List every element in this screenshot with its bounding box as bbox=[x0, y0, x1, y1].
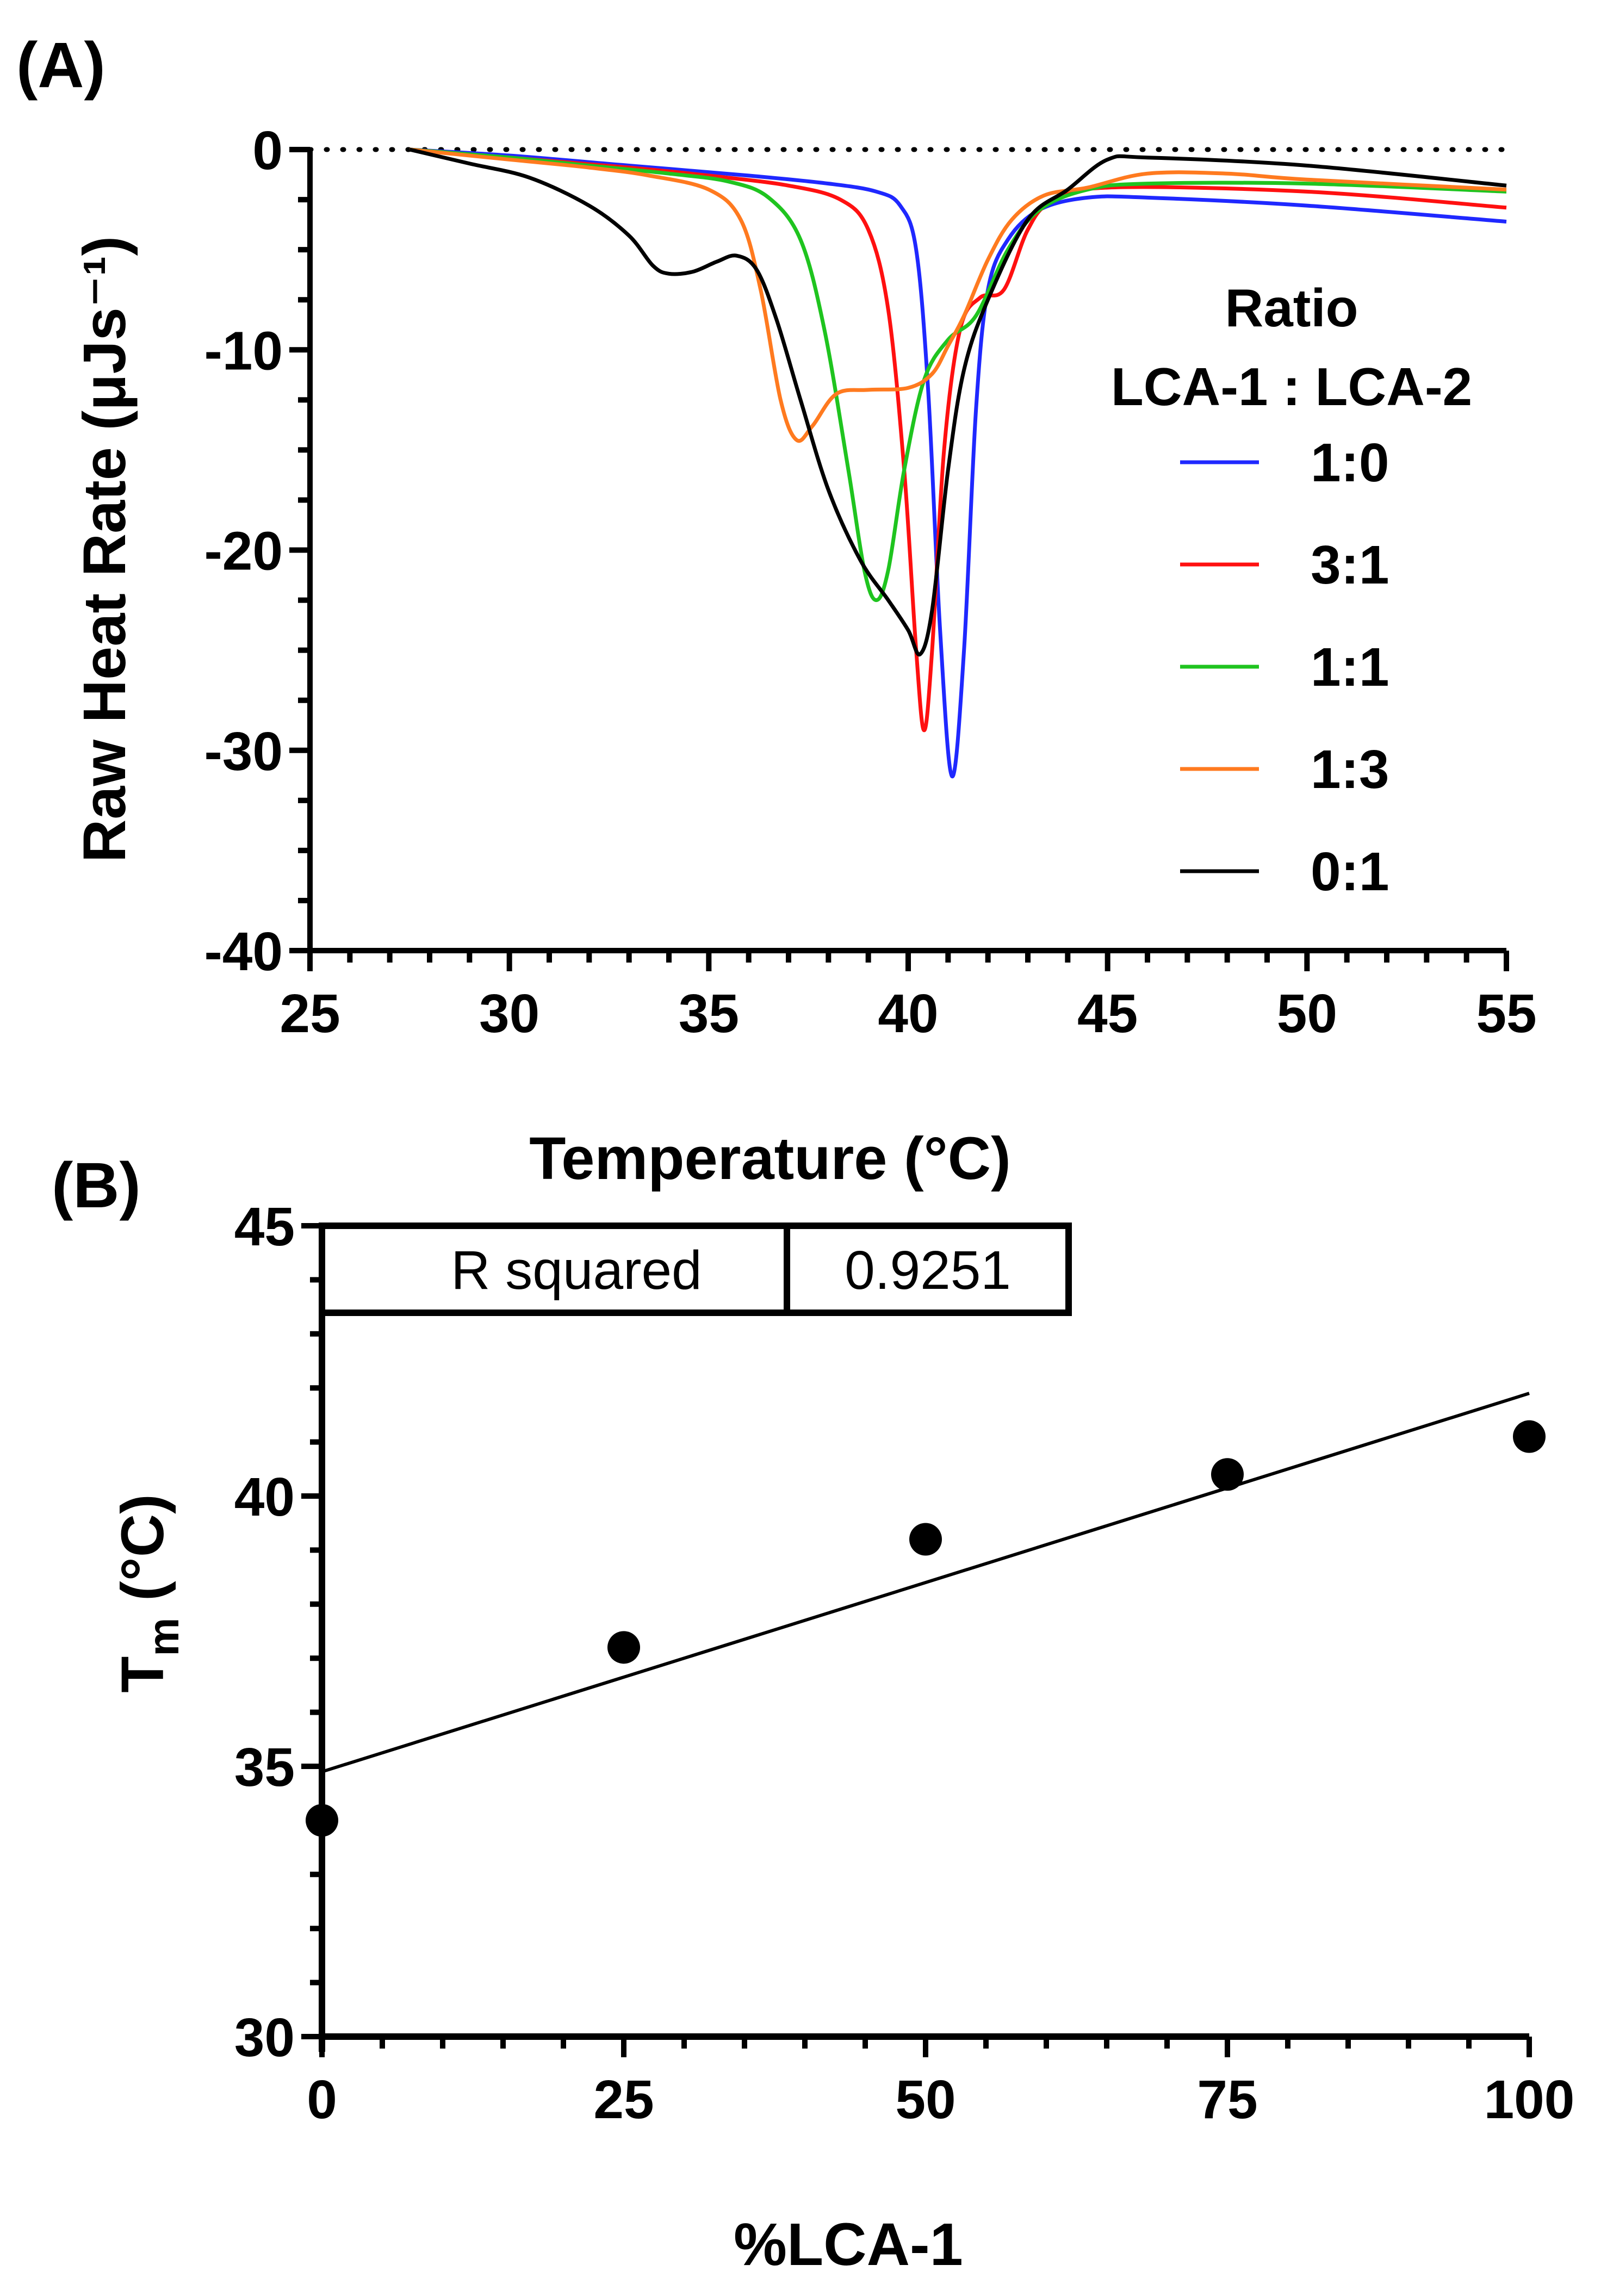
x-tick-label: 55 bbox=[1476, 983, 1536, 1044]
data-point bbox=[1513, 1420, 1546, 1453]
data-point bbox=[1211, 1458, 1244, 1491]
y-tick-label: 45 bbox=[234, 1196, 295, 1257]
panel-b-fit-line bbox=[321, 1392, 1530, 1773]
x-tick-label: 100 bbox=[1484, 2069, 1575, 2130]
legend-label-1-0: 1:0 bbox=[1311, 432, 1389, 493]
r-squared-table: R squared 0.9251 bbox=[319, 1223, 1072, 1316]
y-tick-label: 40 bbox=[234, 1467, 295, 1528]
legend-label-1-1: 1:1 bbox=[1311, 637, 1389, 698]
x-tick-label: 50 bbox=[1277, 983, 1337, 1044]
y-title-main: T bbox=[109, 1656, 176, 1693]
panel-b-ticks: 30 35 40 45 0 25 50 75 100 bbox=[234, 1196, 1575, 2130]
panel-a-series bbox=[409, 147, 1507, 779]
x-tick-label: 35 bbox=[679, 983, 739, 1044]
x-tick-label: 45 bbox=[1077, 983, 1138, 1044]
r-squared-label: R squared bbox=[451, 1240, 702, 1301]
panel-a-label: (A) bbox=[16, 29, 106, 101]
y-tick-label: 0 bbox=[252, 120, 283, 181]
data-point bbox=[909, 1523, 942, 1556]
panel-b-label: (B) bbox=[52, 1150, 141, 1221]
r-squared-label-cell bbox=[319, 1223, 790, 1316]
y-title-subscript: m bbox=[139, 1617, 188, 1656]
x-tick-label: 30 bbox=[479, 983, 539, 1044]
r-squared-value-cell bbox=[784, 1223, 1072, 1316]
x-tick-label: 50 bbox=[895, 2069, 955, 2130]
x-tick-label: 25 bbox=[280, 983, 340, 1044]
panel-b-y-axis-title: Tm (°C) bbox=[109, 1494, 188, 1693]
y-tick-label: 35 bbox=[234, 1737, 295, 1798]
legend-title-line-1: Ratio bbox=[1225, 278, 1358, 338]
y-tick-label: -10 bbox=[204, 320, 283, 381]
y-tick-label: -40 bbox=[204, 921, 283, 982]
legend-label-3-1: 3:1 bbox=[1311, 535, 1389, 595]
r-squared-value: 0.9251 bbox=[845, 1240, 1011, 1301]
series-line-1-0 bbox=[409, 147, 1507, 779]
legend-label-0-1: 0:1 bbox=[1311, 841, 1389, 902]
x-tick-label: 25 bbox=[593, 2069, 654, 2130]
x-tick-label: 40 bbox=[878, 983, 938, 1044]
series-line-3-1 bbox=[409, 147, 1507, 733]
y-tick-label: -20 bbox=[204, 521, 283, 582]
linear-fit-line bbox=[321, 1392, 1530, 1773]
series-line-1-1 bbox=[409, 147, 1507, 603]
panel-b-axes bbox=[319, 1223, 1529, 2052]
panel-a-x-axis-title: Temperature (°C) bbox=[529, 1125, 1010, 1192]
legend-label-1-3: 1:3 bbox=[1311, 739, 1389, 800]
x-tick-label: 75 bbox=[1197, 2069, 1257, 2130]
panel-b-points bbox=[306, 1420, 1546, 1837]
panel-b-x-axis-title: %LCA-1 bbox=[734, 2211, 963, 2278]
data-point bbox=[306, 1804, 338, 1837]
y-title-unit: (°C) bbox=[109, 1494, 176, 1617]
panel-a-legend: Ratio LCA-1 : LCA-2 1:0 3:1 1:1 1:3 0:1 bbox=[1111, 278, 1472, 902]
x-tick-label: 0 bbox=[307, 2069, 337, 2130]
data-point bbox=[607, 1631, 640, 1664]
panel-a-y-axis-title: Raw Heat Rate (μJs⁻¹) bbox=[71, 236, 138, 862]
series-line-0-1 bbox=[409, 147, 1507, 657]
y-tick-label: -30 bbox=[204, 721, 283, 782]
y-tick-label: 30 bbox=[234, 2007, 295, 2068]
legend-title-line-2: LCA-1 : LCA-2 bbox=[1111, 357, 1472, 417]
series-line-1-3 bbox=[409, 147, 1507, 443]
